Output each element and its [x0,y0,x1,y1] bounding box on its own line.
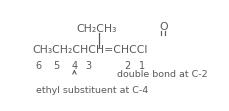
Text: O: O [159,22,168,32]
Text: double bond at C-2: double bond at C-2 [117,70,208,79]
Text: 6: 6 [36,61,42,71]
Text: 1: 1 [139,61,145,71]
Text: ethyl substituent at C-4: ethyl substituent at C-4 [36,86,148,95]
Text: 2: 2 [125,61,131,71]
Text: 3: 3 [86,61,92,71]
Text: CH₂CH₃: CH₂CH₃ [77,24,117,34]
Text: CH₃CH₂CHCH=CHCCl: CH₃CH₂CHCH=CHCCl [32,45,147,55]
Text: 4: 4 [71,61,77,71]
Text: 5: 5 [54,61,60,71]
